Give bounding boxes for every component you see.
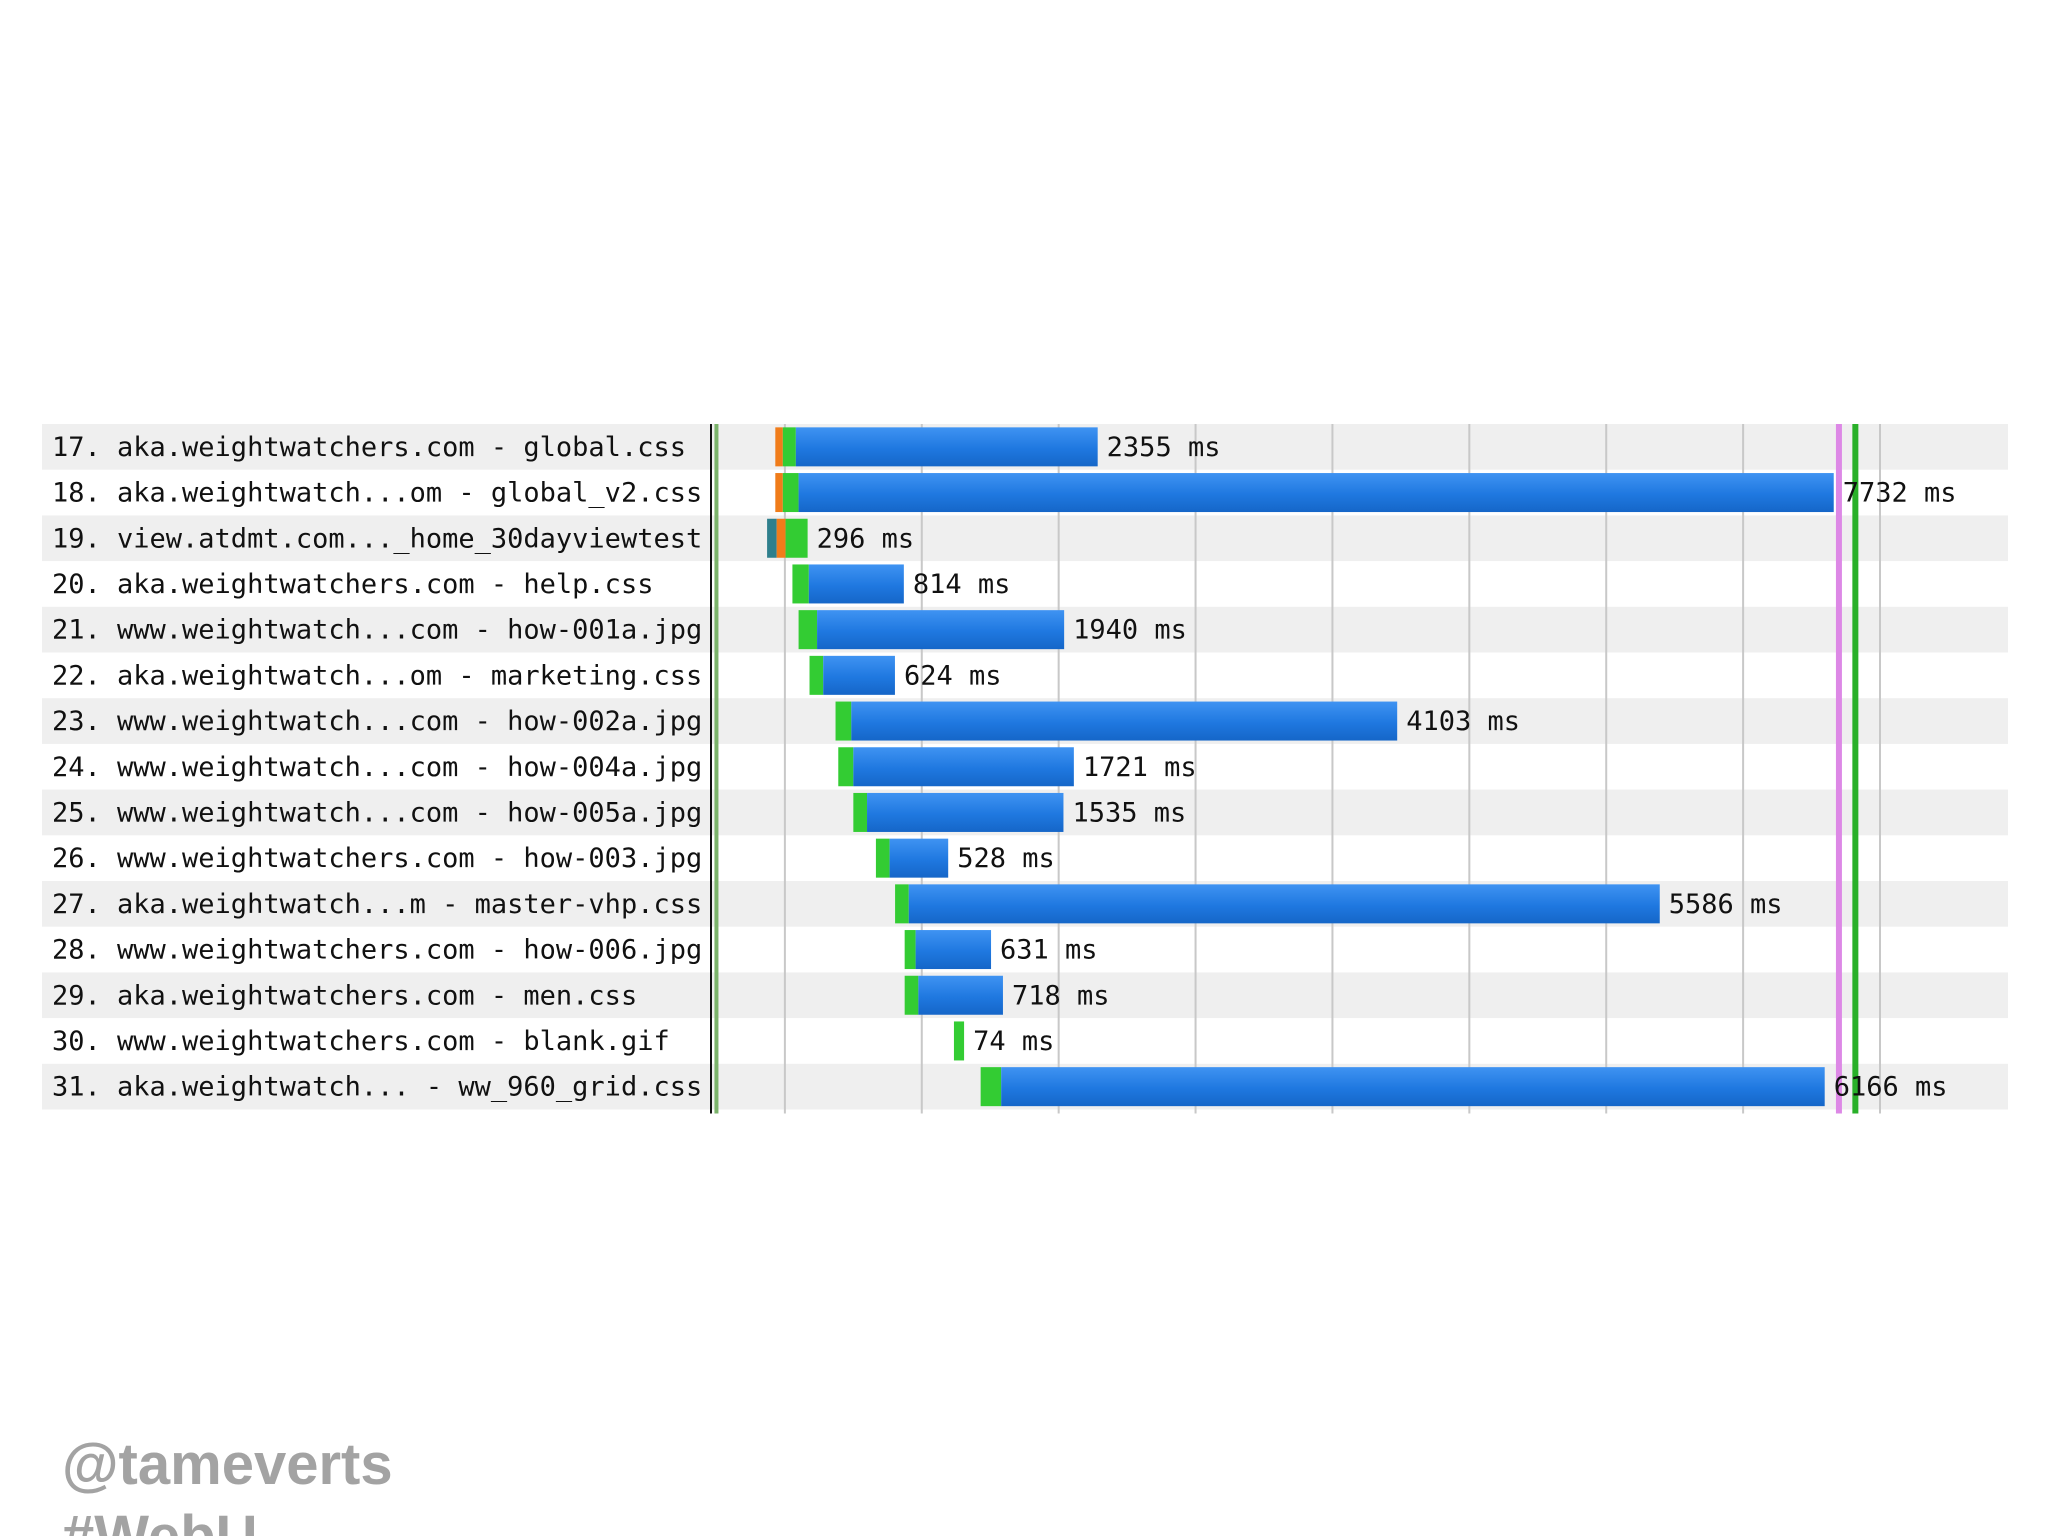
request-bar-segment xyxy=(785,518,808,558)
request-label: 20. aka.weightwatchers.com - help.css xyxy=(52,569,653,600)
duration-label: 5586 ms xyxy=(1669,889,1783,920)
request-bar-segment xyxy=(795,427,1098,467)
duration-label: 1535 ms xyxy=(1072,797,1186,828)
duration-label: 814 ms xyxy=(913,569,1011,600)
event-hashtag: #WebU xyxy=(62,1508,258,1536)
duration-label: 624 ms xyxy=(904,660,1002,691)
request-bar-segment xyxy=(853,747,1074,787)
request-label: 30. www.weightwatchers.com - blank.gif xyxy=(52,1026,670,1057)
request-label: 31. aka.weightwatch... - ww_960_grid.css xyxy=(52,1072,702,1103)
event-markers xyxy=(714,424,1859,1114)
request-bars xyxy=(767,427,1834,1107)
request-label: 22. aka.weightwatch...om - marketing.css xyxy=(52,660,702,691)
request-bar-segment xyxy=(775,473,783,513)
request-bar-segment xyxy=(918,975,1003,1015)
request-label: 18. aka.weightwatch...om - global_v2.css xyxy=(52,478,702,509)
request-bar-segment xyxy=(915,930,992,970)
request-bar-segment xyxy=(798,610,818,650)
request-label: 29. aka.weightwatchers.com - men.css xyxy=(52,980,637,1011)
duration-label: 2355 ms xyxy=(1107,432,1221,463)
request-bar-segment xyxy=(904,975,919,1015)
request-bar-segment xyxy=(953,1021,965,1061)
duration-label: 296 ms xyxy=(817,523,915,554)
row-background xyxy=(42,972,2008,1019)
request-bar-segment xyxy=(867,792,1064,832)
request-bar-segment xyxy=(835,701,852,741)
request-label: 26. www.weightwatchers.com - how-003.jpg xyxy=(52,843,702,874)
request-labels: 17. aka.weightwatchers.com - global.css 2… xyxy=(52,432,1957,1103)
duration-label: 7732 ms xyxy=(1843,478,1957,509)
request-bar-segment xyxy=(1001,1067,1825,1107)
duration-label: 74 ms xyxy=(973,1026,1054,1057)
row-background xyxy=(42,515,2008,562)
request-bar-segment xyxy=(809,655,824,695)
author-handle: @tameverts xyxy=(62,1432,393,1497)
request-label: 27. aka.weightwatch...m - master-vhp.css xyxy=(52,889,702,920)
duration-label: 1721 ms xyxy=(1083,752,1197,783)
request-bar-segment xyxy=(817,610,1065,650)
duration-label: 718 ms xyxy=(1012,980,1110,1011)
request-label: 25. www.weightwatch...com - how-005a.jpg xyxy=(52,797,702,828)
request-bar-segment xyxy=(808,564,904,604)
request-label: 23. www.weightwatch...com - how-002a.jpg xyxy=(52,706,702,737)
request-label: 28. www.weightwatchers.com - how-006.jpg xyxy=(52,935,702,966)
request-bar-segment xyxy=(908,884,1660,924)
duration-label: 528 ms xyxy=(957,843,1055,874)
request-bar-segment xyxy=(889,838,949,878)
request-bar-segment xyxy=(798,473,1834,513)
request-bar-segment xyxy=(904,930,916,970)
request-bar-segment xyxy=(823,655,895,695)
request-label: 19. view.atdmt.com..._home_30dayviewtest xyxy=(52,523,702,554)
request-bar-segment xyxy=(767,518,777,558)
request-bar-segment xyxy=(875,838,890,878)
request-bar-segment xyxy=(776,518,786,558)
request-bar-segment xyxy=(838,747,854,787)
duration-label: 6166 ms xyxy=(1834,1072,1948,1103)
request-bar-segment xyxy=(895,884,909,924)
request-label: 17. aka.weightwatchers.com - global.css xyxy=(52,432,686,463)
request-bar-segment xyxy=(782,473,799,513)
duration-label: 631 ms xyxy=(1000,935,1098,966)
request-label: 24. www.weightwatch...com - how-004a.jpg xyxy=(52,752,702,783)
request-bar-segment xyxy=(851,701,1398,741)
request-bar-segment xyxy=(980,1067,1002,1107)
request-bar-segment xyxy=(782,427,796,467)
request-bar-segment xyxy=(775,427,783,467)
request-bar-segment xyxy=(792,564,809,604)
duration-label: 1940 ms xyxy=(1073,615,1187,646)
duration-label: 4103 ms xyxy=(1406,706,1520,737)
request-label: 21. www.weightwatch...com - how-001a.jpg xyxy=(52,615,702,646)
request-bar-segment xyxy=(853,792,868,832)
